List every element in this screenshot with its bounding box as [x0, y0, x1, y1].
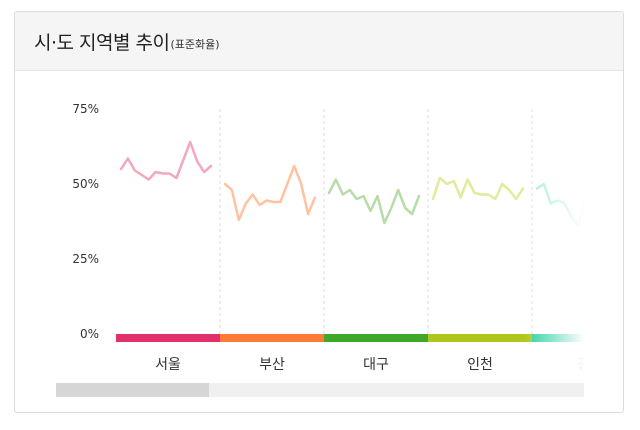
- region-color-bar: [220, 334, 324, 342]
- region-color-bar: [428, 334, 532, 342]
- card-header: 시·도 지역별 추이 (표준화율): [15, 12, 623, 71]
- overflow-fade: [525, 92, 585, 392]
- region-label: 대구: [363, 357, 389, 373]
- region-label: 인천: [467, 357, 493, 373]
- horizontal-scrollbar[interactable]: [56, 383, 584, 397]
- region-color-bar: [116, 334, 220, 342]
- card-subtitle: (표준화율): [170, 38, 220, 51]
- region-color-bar: [324, 334, 428, 342]
- scrollbar-thumb[interactable]: [56, 383, 210, 397]
- regional-trend-chart: 0%25%50%75% 서울부산대구인천광: [72, 92, 585, 392]
- series-line[interactable]: [223, 164, 317, 222]
- y-tick-label: 75%: [72, 102, 99, 116]
- y-tick-label: 50%: [72, 177, 99, 191]
- y-tick-label: 25%: [72, 252, 99, 266]
- y-axis: 0% 25% 50% 75%: [72, 102, 99, 341]
- trend-card: 시·도 지역별 추이(표준화율) 0%25%50%75% 서울부산대구인천광: [14, 11, 624, 413]
- region-label: 서울: [155, 357, 181, 373]
- card-title: 시·도 지역별 추이: [34, 31, 170, 54]
- region-label: 부산: [259, 357, 285, 373]
- series-line[interactable]: [327, 178, 421, 225]
- series-line[interactable]: [431, 176, 525, 201]
- y-tick-label: 0%: [80, 327, 99, 341]
- series-line[interactable]: [119, 140, 213, 181]
